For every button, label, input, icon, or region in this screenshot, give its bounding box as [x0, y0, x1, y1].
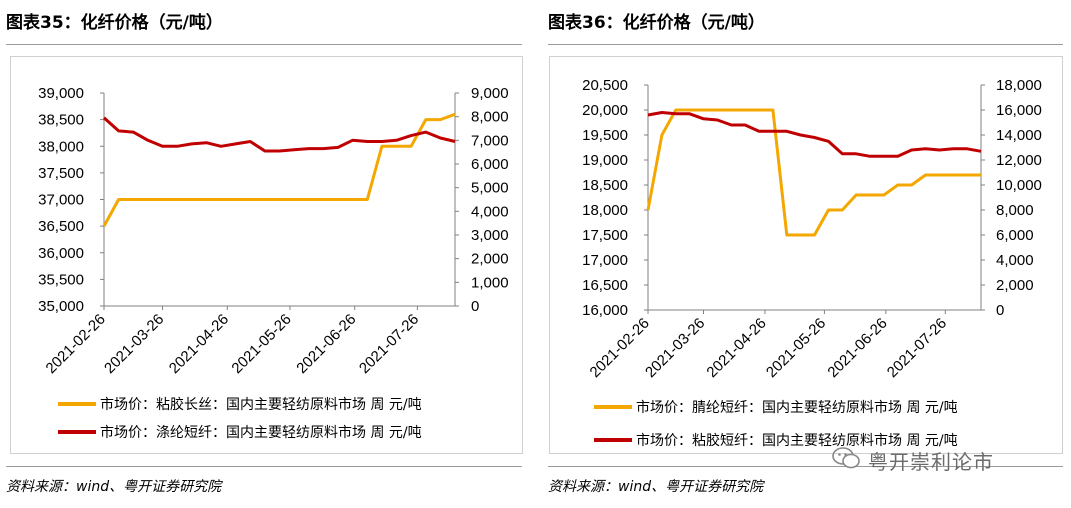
y-left-tick-label: 16,000	[582, 302, 628, 319]
x-tick-label: 2021-03-26	[642, 315, 708, 381]
y-left-tick-label: 19,500	[582, 127, 628, 144]
y-right-tick-label: 4,000	[471, 203, 509, 220]
source-note-left: 资料来源：wind、粤开证券研究院	[6, 479, 222, 495]
y-right-tick-label: 18,000	[996, 77, 1042, 94]
y-left-tick-label: 18,500	[582, 177, 628, 194]
y-right-tick-label: 2,000	[996, 277, 1034, 294]
title-divider-left	[6, 44, 522, 45]
panel-title-left: 图表35：化纤价格（元/吨）	[6, 13, 223, 33]
y-left-tick-label: 37,500	[38, 165, 84, 182]
panel-title-right: 图表36：化纤价格（元/吨）	[548, 13, 765, 33]
y-right-tick-label: 6,000	[471, 156, 509, 173]
source-divider-left	[6, 466, 522, 467]
y-right-tick-label: 14,000	[996, 127, 1042, 144]
legend-label-2: 市场价：涤纶短纤：国内主要轻纺原料市场 周 元/吨	[100, 424, 422, 441]
y-left-tick-label: 35,500	[38, 271, 84, 288]
x-tick-label: 2021-05-26	[763, 315, 829, 381]
y-left-tick-label: 35,000	[38, 298, 84, 315]
y-right-tick-label: 5,000	[471, 180, 509, 197]
y-left-tick-label: 17,500	[582, 227, 628, 244]
y-right-tick-label: 4,000	[996, 252, 1034, 269]
y-right-tick-label: 16,000	[996, 102, 1042, 119]
legend-label-2: 市场价：粘胶短纤：国内主要轻纺原料市场 周 元/吨	[636, 432, 958, 449]
y-left-tick-label: 19,000	[582, 152, 628, 169]
y-right-tick-label: 3,000	[471, 227, 509, 244]
series-line-1	[102, 112, 456, 227]
y-left-tick-label: 38,000	[38, 138, 84, 155]
y-right-tick-label: 0	[996, 302, 1004, 319]
title-divider-right	[548, 44, 1063, 45]
source-note-right: 资料来源：wind、粤开证券研究院	[548, 479, 764, 495]
chart-frame-right	[549, 56, 1063, 454]
y-left-tick-label: 38,500	[38, 112, 84, 129]
legend-label-1: 市场价：粘胶长丝：国内主要轻纺原料市场 周 元/吨	[100, 396, 422, 413]
x-tick-label: 2021-04-26	[703, 315, 769, 381]
y-left-tick-label: 20,000	[582, 102, 628, 119]
y-left-tick-label: 39,000	[38, 85, 84, 102]
y-right-tick-label: 2,000	[471, 251, 509, 268]
y-right-tick-label: 8,000	[996, 202, 1034, 219]
chart-frame-left	[10, 56, 523, 454]
series-line-1	[646, 108, 981, 237]
y-right-tick-label: 6,000	[996, 227, 1034, 244]
y-left-tick-label: 37,000	[38, 192, 84, 209]
y-right-tick-label: 12,000	[996, 152, 1042, 169]
y-left-tick-label: 36,000	[38, 245, 84, 262]
source-divider-right	[548, 466, 1063, 467]
y-left-tick-label: 20,500	[582, 77, 628, 94]
wechat-icon	[832, 447, 860, 469]
y-left-tick-label: 17,000	[582, 252, 628, 269]
series-line-2	[102, 116, 456, 153]
y-right-tick-label: 9,000	[471, 85, 509, 102]
y-right-tick-label: 1,000	[471, 274, 509, 291]
series-line-2	[647, 111, 982, 158]
y-left-tick-label: 36,500	[38, 218, 84, 235]
y-left-tick-label: 16,500	[582, 277, 628, 294]
y-right-tick-label: 0	[471, 298, 479, 315]
y-left-tick-label: 18,000	[582, 202, 628, 219]
legend-label-1: 市场价：腈纶短纤：国内主要轻纺原料市场 周 元/吨	[636, 399, 958, 416]
watermark-text: 粤开崇利论市	[868, 450, 994, 474]
y-right-tick-label: 7,000	[471, 132, 509, 149]
y-right-tick-label: 10,000	[996, 177, 1042, 194]
x-tick-label: 2021-07-26	[884, 315, 950, 381]
x-tick-label: 2021-06-26	[824, 315, 890, 381]
y-right-tick-label: 8,000	[471, 109, 509, 126]
